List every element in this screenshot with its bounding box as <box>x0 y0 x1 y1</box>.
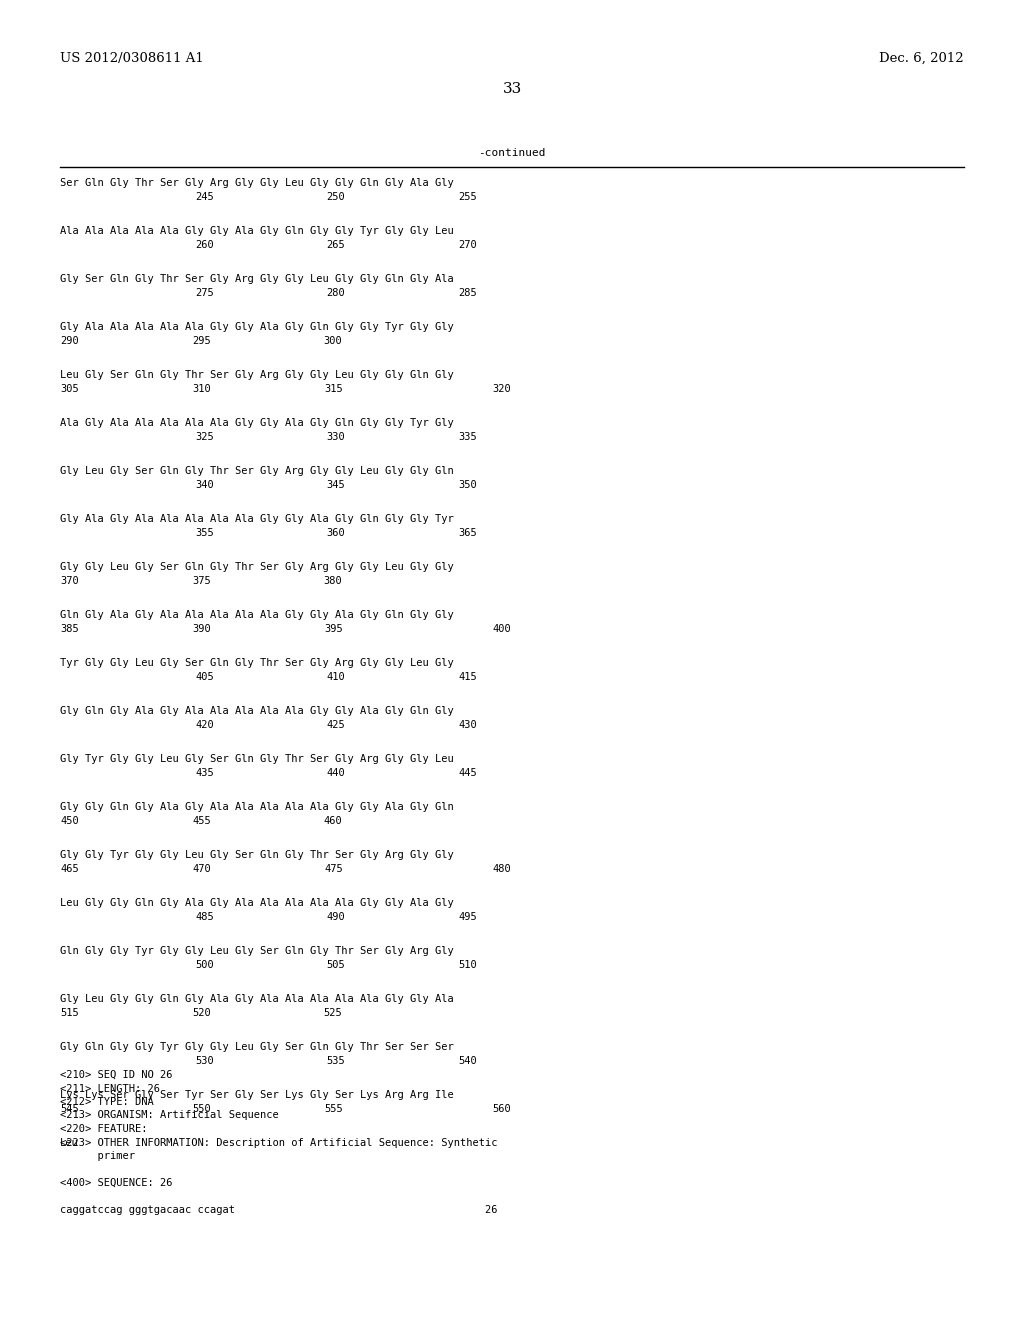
Text: 360: 360 <box>326 528 345 539</box>
Text: Gly Leu Gly Ser Gln Gly Thr Ser Gly Arg Gly Gly Leu Gly Gly Gln: Gly Leu Gly Ser Gln Gly Thr Ser Gly Arg … <box>60 466 454 477</box>
Text: 495: 495 <box>458 912 477 921</box>
Text: 395: 395 <box>324 624 343 634</box>
Text: 445: 445 <box>458 768 477 777</box>
Text: Gly Ala Gly Ala Ala Ala Ala Ala Gly Gly Ala Gly Gln Gly Gly Tyr: Gly Ala Gly Ala Ala Ala Ala Ala Gly Gly … <box>60 513 454 524</box>
Text: <400> SEQUENCE: 26: <400> SEQUENCE: 26 <box>60 1177 172 1188</box>
Text: Ala Ala Ala Ala Ala Gly Gly Ala Gly Gln Gly Gly Tyr Gly Gly Leu: Ala Ala Ala Ala Ala Gly Gly Ala Gly Gln … <box>60 226 454 236</box>
Text: 520: 520 <box>193 1008 211 1018</box>
Text: <220> FEATURE:: <220> FEATURE: <box>60 1125 147 1134</box>
Text: primer: primer <box>60 1151 135 1162</box>
Text: 355: 355 <box>195 528 214 539</box>
Text: Gly Gln Gly Ala Gly Ala Ala Ala Ala Ala Gly Gly Ala Gly Gln Gly: Gly Gln Gly Ala Gly Ala Ala Ala Ala Ala … <box>60 706 454 715</box>
Text: Ser Gln Gly Thr Ser Gly Arg Gly Gly Leu Gly Gly Gln Gly Ala Gly: Ser Gln Gly Thr Ser Gly Arg Gly Gly Leu … <box>60 178 454 187</box>
Text: Gln Gly Gly Tyr Gly Gly Leu Gly Ser Gln Gly Thr Ser Gly Arg Gly: Gln Gly Gly Tyr Gly Gly Leu Gly Ser Gln … <box>60 946 454 956</box>
Text: 290: 290 <box>60 337 79 346</box>
Text: caggatccag gggtgacaac ccagat                                        26: caggatccag gggtgacaac ccagat 26 <box>60 1205 498 1214</box>
Text: 405: 405 <box>195 672 214 682</box>
Text: US 2012/0308611 A1: US 2012/0308611 A1 <box>60 51 204 65</box>
Text: -continued: -continued <box>478 148 546 158</box>
Text: 550: 550 <box>193 1104 211 1114</box>
Text: 535: 535 <box>326 1056 345 1067</box>
Text: 335: 335 <box>458 432 477 442</box>
Text: Gly Leu Gly Gly Gln Gly Ala Gly Ala Ala Ala Ala Ala Gly Gly Ala: Gly Leu Gly Gly Gln Gly Ala Gly Ala Ala … <box>60 994 454 1005</box>
Text: 330: 330 <box>326 432 345 442</box>
Text: 510: 510 <box>458 960 477 970</box>
Text: 525: 525 <box>323 1008 342 1018</box>
Text: 500: 500 <box>195 960 214 970</box>
Text: 255: 255 <box>458 191 477 202</box>
Text: Gln Gly Ala Gly Ala Ala Ala Ala Ala Gly Gly Ala Gly Gln Gly Gly: Gln Gly Ala Gly Ala Ala Ala Ala Ala Gly … <box>60 610 454 620</box>
Text: 270: 270 <box>458 240 477 249</box>
Text: Gly Ser Gln Gly Thr Ser Gly Arg Gly Gly Leu Gly Gly Gln Gly Ala: Gly Ser Gln Gly Thr Ser Gly Arg Gly Gly … <box>60 275 454 284</box>
Text: 33: 33 <box>503 82 521 96</box>
Text: Leu Gly Gly Gln Gly Ala Gly Ala Ala Ala Ala Ala Gly Gly Ala Gly: Leu Gly Gly Gln Gly Ala Gly Ala Ala Ala … <box>60 898 454 908</box>
Text: 540: 540 <box>458 1056 477 1067</box>
Text: 260: 260 <box>195 240 214 249</box>
Text: 350: 350 <box>458 480 477 490</box>
Text: Leu: Leu <box>60 1138 79 1148</box>
Text: 465: 465 <box>60 865 79 874</box>
Text: 310: 310 <box>193 384 211 393</box>
Text: 295: 295 <box>193 337 211 346</box>
Text: 315: 315 <box>324 384 343 393</box>
Text: <223> OTHER INFORMATION: Description of Artificial Sequence: Synthetic: <223> OTHER INFORMATION: Description of … <box>60 1138 498 1147</box>
Text: 340: 340 <box>195 480 214 490</box>
Text: Gly Ala Ala Ala Ala Ala Gly Gly Ala Gly Gln Gly Gly Tyr Gly Gly: Gly Ala Ala Ala Ala Ala Gly Gly Ala Gly … <box>60 322 454 333</box>
Text: 400: 400 <box>492 624 511 634</box>
Text: 435: 435 <box>195 768 214 777</box>
Text: 280: 280 <box>326 288 345 298</box>
Text: Dec. 6, 2012: Dec. 6, 2012 <box>880 51 964 65</box>
Text: 460: 460 <box>323 816 342 826</box>
Text: 265: 265 <box>326 240 345 249</box>
Text: Leu Gly Ser Gln Gly Thr Ser Gly Arg Gly Gly Leu Gly Gly Gln Gly: Leu Gly Ser Gln Gly Thr Ser Gly Arg Gly … <box>60 370 454 380</box>
Text: 325: 325 <box>195 432 214 442</box>
Text: 250: 250 <box>326 191 345 202</box>
Text: Lys Lys Ser Gly Ser Tyr Ser Gly Ser Lys Gly Ser Lys Arg Arg Ile: Lys Lys Ser Gly Ser Tyr Ser Gly Ser Lys … <box>60 1090 454 1100</box>
Text: 300: 300 <box>323 337 342 346</box>
Text: Gly Tyr Gly Gly Leu Gly Ser Gln Gly Thr Ser Gly Arg Gly Gly Leu: Gly Tyr Gly Gly Leu Gly Ser Gln Gly Thr … <box>60 754 454 764</box>
Text: 385: 385 <box>60 624 79 634</box>
Text: 425: 425 <box>326 719 345 730</box>
Text: 415: 415 <box>458 672 477 682</box>
Text: 430: 430 <box>458 719 477 730</box>
Text: 545: 545 <box>60 1104 79 1114</box>
Text: 345: 345 <box>326 480 345 490</box>
Text: 450: 450 <box>60 816 79 826</box>
Text: 475: 475 <box>324 865 343 874</box>
Text: <211> LENGTH: 26: <211> LENGTH: 26 <box>60 1084 160 1093</box>
Text: 275: 275 <box>195 288 214 298</box>
Text: <210> SEQ ID NO 26: <210> SEQ ID NO 26 <box>60 1071 172 1080</box>
Text: Gly Gln Gly Gly Tyr Gly Gly Leu Gly Ser Gln Gly Thr Ser Ser Ser: Gly Gln Gly Gly Tyr Gly Gly Leu Gly Ser … <box>60 1041 454 1052</box>
Text: 480: 480 <box>492 865 511 874</box>
Text: 555: 555 <box>324 1104 343 1114</box>
Text: 375: 375 <box>193 576 211 586</box>
Text: Gly Gly Gln Gly Ala Gly Ala Ala Ala Ala Ala Gly Gly Ala Gly Gln: Gly Gly Gln Gly Ala Gly Ala Ala Ala Ala … <box>60 803 454 812</box>
Text: 490: 490 <box>326 912 345 921</box>
Text: 515: 515 <box>60 1008 79 1018</box>
Text: 420: 420 <box>195 719 214 730</box>
Text: Tyr Gly Gly Leu Gly Ser Gln Gly Thr Ser Gly Arg Gly Gly Leu Gly: Tyr Gly Gly Leu Gly Ser Gln Gly Thr Ser … <box>60 657 454 668</box>
Text: 320: 320 <box>492 384 511 393</box>
Text: 440: 440 <box>326 768 345 777</box>
Text: 365: 365 <box>458 528 477 539</box>
Text: 390: 390 <box>193 624 211 634</box>
Text: 285: 285 <box>458 288 477 298</box>
Text: Ala Gly Ala Ala Ala Ala Ala Gly Gly Ala Gly Gln Gly Gly Tyr Gly: Ala Gly Ala Ala Ala Ala Ala Gly Gly Ala … <box>60 418 454 428</box>
Text: Gly Gly Tyr Gly Gly Leu Gly Ser Gln Gly Thr Ser Gly Arg Gly Gly: Gly Gly Tyr Gly Gly Leu Gly Ser Gln Gly … <box>60 850 454 861</box>
Text: 305: 305 <box>60 384 79 393</box>
Text: <212> TYPE: DNA: <212> TYPE: DNA <box>60 1097 154 1107</box>
Text: 505: 505 <box>326 960 345 970</box>
Text: 530: 530 <box>195 1056 214 1067</box>
Text: 245: 245 <box>195 191 214 202</box>
Text: 470: 470 <box>193 865 211 874</box>
Text: <213> ORGANISM: Artificial Sequence: <213> ORGANISM: Artificial Sequence <box>60 1110 279 1121</box>
Text: 560: 560 <box>492 1104 511 1114</box>
Text: 485: 485 <box>195 912 214 921</box>
Text: 380: 380 <box>323 576 342 586</box>
Text: 455: 455 <box>193 816 211 826</box>
Text: 410: 410 <box>326 672 345 682</box>
Text: 370: 370 <box>60 576 79 586</box>
Text: Gly Gly Leu Gly Ser Gln Gly Thr Ser Gly Arg Gly Gly Leu Gly Gly: Gly Gly Leu Gly Ser Gln Gly Thr Ser Gly … <box>60 562 454 572</box>
